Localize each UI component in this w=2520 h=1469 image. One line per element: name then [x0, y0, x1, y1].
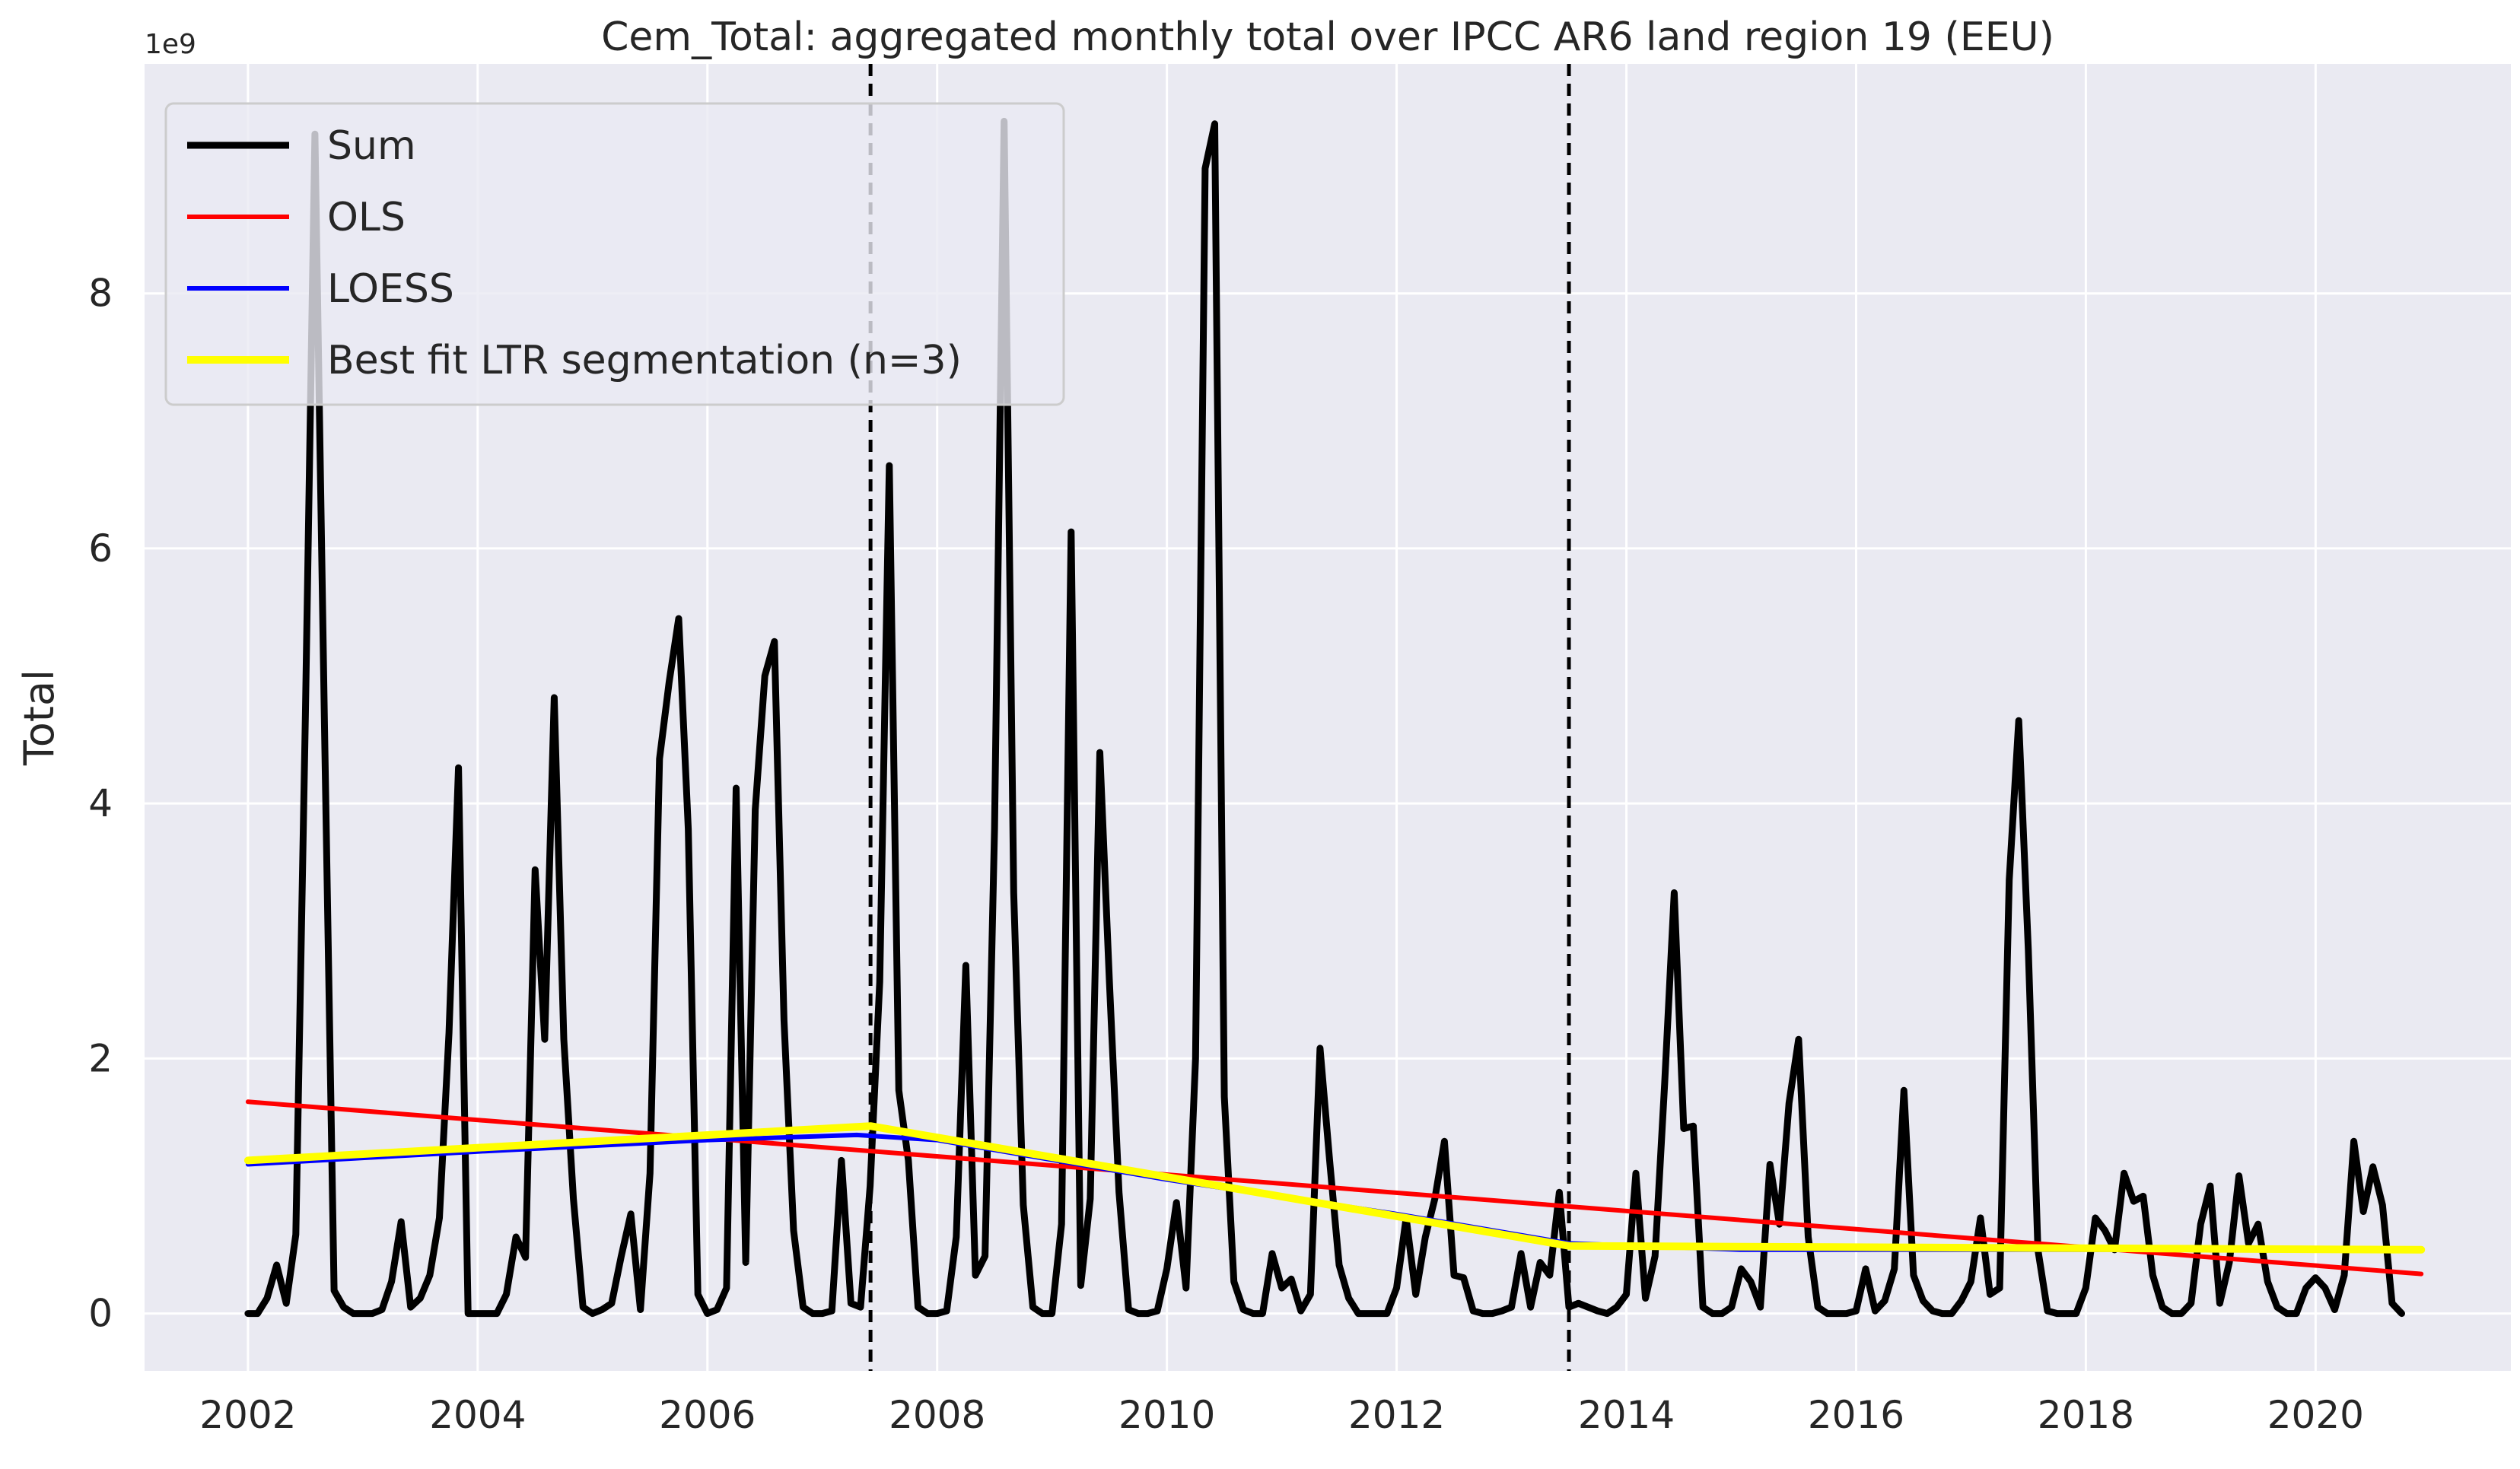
x-tick-labels: 2002 2004 2006 2008 2010 2012 2014 2016 2018 2020: [199, 1393, 2364, 1437]
x-tick-label: 2016: [1808, 1393, 1904, 1437]
x-tick-label: 2018: [2038, 1393, 2134, 1437]
y-tick-label: 8: [88, 272, 113, 316]
series-line-best-fit-ltr-segmentation-n-3: [243, 1122, 2426, 1254]
y-tick-label: 2: [88, 1036, 113, 1080]
y-tick-label: 0: [88, 1292, 113, 1336]
legend-box: [164, 102, 1065, 406]
y-tick-labels: 0 2 4 6 8: [88, 272, 113, 1336]
legend-entry: Sum: [327, 123, 416, 169]
y-tick-label: 4: [88, 781, 113, 825]
y-axis-label: Total: [15, 669, 63, 766]
y-axis-offset-text: 1e9: [145, 29, 196, 60]
legend-entry: Best fit LTR segmentation (n=3): [327, 338, 962, 383]
x-tick-label: 2008: [889, 1393, 985, 1437]
legend: Sum OLS LOESS Best fit LTR segmentation (n=…: [164, 102, 1065, 406]
series-lines: [243, 117, 2426, 1318]
legend-entry: OLS: [327, 195, 406, 240]
x-tick-label: 2006: [659, 1393, 756, 1437]
x-tick-label: 2002: [199, 1393, 296, 1437]
x-tick-label: 2004: [429, 1393, 526, 1437]
legend-entry: LOESS: [327, 266, 454, 312]
x-tick-label: 2012: [1348, 1393, 1445, 1437]
x-tick-label: 2014: [1578, 1393, 1675, 1437]
series-line-sum: [244, 117, 2405, 1318]
x-tick-label: 2010: [1118, 1393, 1215, 1437]
chart-title: Cem_Total: aggregated monthly total over…: [601, 14, 2054, 60]
x-tick-label: 2020: [2267, 1393, 2364, 1437]
y-tick-label: 6: [88, 526, 113, 571]
